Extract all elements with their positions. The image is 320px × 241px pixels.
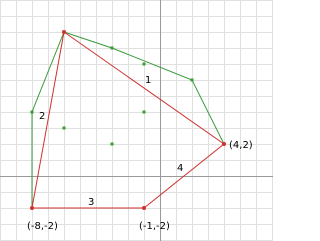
point — [110, 46, 114, 50]
vertex — [142, 206, 146, 210]
point-label: (-1,-2) — [139, 221, 170, 232]
vertex — [222, 142, 226, 146]
points — [30, 30, 226, 210]
region-label: 1 — [145, 75, 151, 86]
point-label: (-8,-2) — [27, 221, 58, 232]
point — [142, 62, 146, 66]
vertex — [62, 30, 66, 34]
point — [30, 110, 34, 114]
region-label: 3 — [88, 197, 94, 208]
point-label: (4,2) — [229, 140, 253, 151]
region-label: 2 — [39, 111, 45, 122]
hull-edge — [63, 31, 225, 145]
point — [110, 142, 114, 146]
point — [142, 110, 146, 114]
grid — [0, 0, 273, 241]
point — [62, 126, 66, 130]
region-label: 4 — [177, 163, 183, 174]
point — [190, 78, 194, 82]
vertex — [30, 206, 34, 210]
figure: 1 2 3 4 (4,2) (-1,-2) (-8,-2) — [0, 0, 273, 241]
